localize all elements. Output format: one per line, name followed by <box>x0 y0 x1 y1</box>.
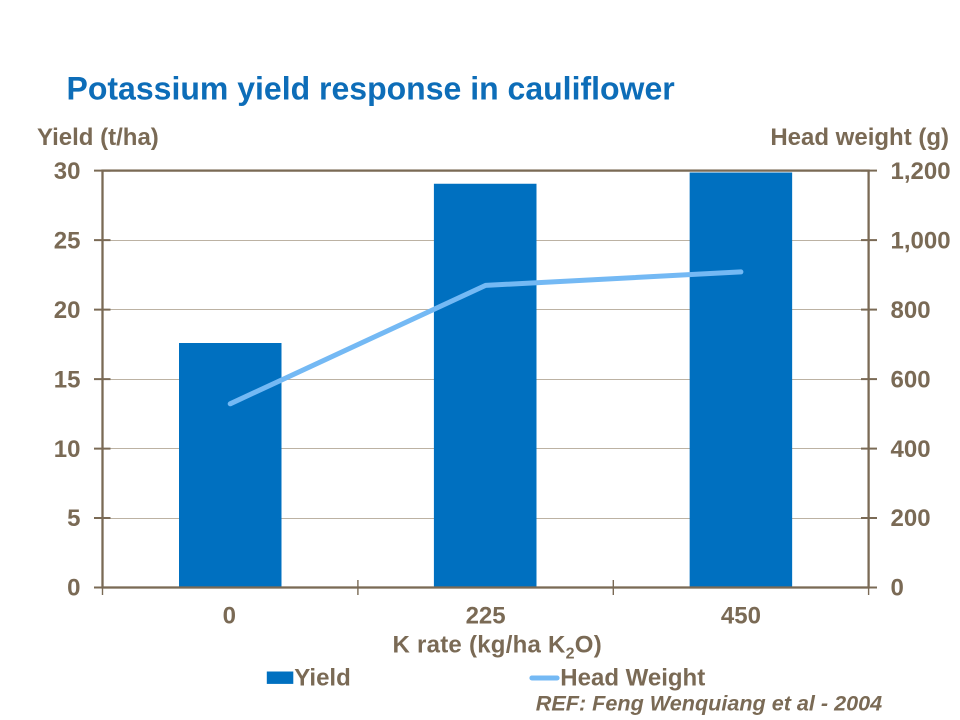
svg-text:200: 200 <box>891 505 931 532</box>
svg-text:Head weight (g): Head weight (g) <box>770 124 949 151</box>
svg-text:400: 400 <box>891 436 931 463</box>
svg-text:0: 0 <box>891 575 904 602</box>
svg-text:20: 20 <box>54 297 81 324</box>
svg-text:10: 10 <box>54 436 81 463</box>
svg-text:0: 0 <box>67 575 80 602</box>
svg-text:0: 0 <box>223 603 236 630</box>
svg-text:30: 30 <box>54 158 81 185</box>
svg-text:1,000: 1,000 <box>891 227 951 254</box>
svg-text:Yield (t/ha): Yield (t/ha) <box>37 124 159 151</box>
svg-text:15: 15 <box>54 366 81 393</box>
svg-text:REF: Feng Wenquiang et al - 20: REF: Feng Wenquiang et al - 2004 <box>536 691 882 716</box>
svg-text:450: 450 <box>721 603 761 630</box>
svg-text:5: 5 <box>67 505 80 532</box>
svg-text:25: 25 <box>54 227 81 254</box>
svg-text:1,200: 1,200 <box>891 158 951 185</box>
svg-text:Head Weight: Head Weight <box>560 665 705 692</box>
svg-text:Yield: Yield <box>294 665 350 692</box>
svg-text:600: 600 <box>891 366 931 393</box>
svg-text:Potassium yield response in ca: Potassium yield response in cauliflower <box>67 71 675 107</box>
svg-text:800: 800 <box>891 297 931 324</box>
svg-text:225: 225 <box>466 603 506 630</box>
